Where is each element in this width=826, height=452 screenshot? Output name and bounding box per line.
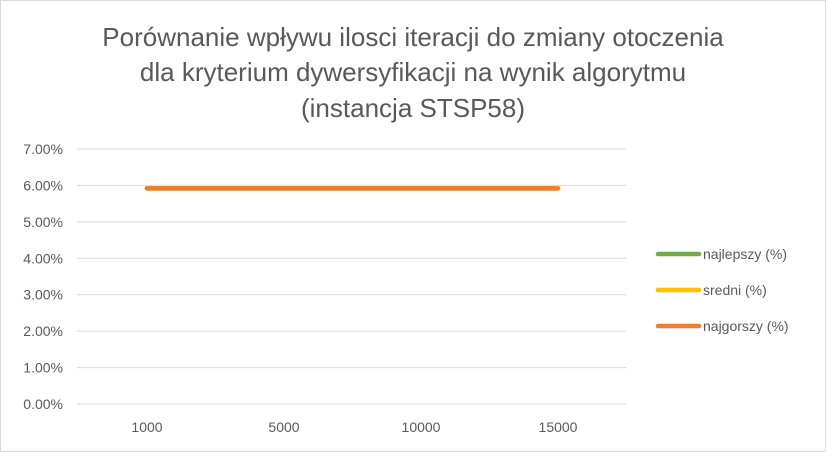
legend-label: najlepszy (%) <box>703 246 787 262</box>
legend-label: najgorszy (%) <box>703 318 789 334</box>
legend: najlepszy (%) sredni (%) najgorszy (%) <box>655 246 789 334</box>
chart-title: Porównanie wpływu ilosci iteracji do zmi… <box>102 22 724 123</box>
x-tick-label: 15000 <box>539 419 578 435</box>
y-tick-label: 3.00% <box>23 287 63 303</box>
gridlines <box>77 148 626 405</box>
y-tick-label: 0.00% <box>23 396 63 412</box>
y-axis-tick-labels: 0.00% 1.00% 2.00% 3.00% 4.00% 5.00% 6.00% 7.00% <box>23 141 63 412</box>
x-axis-tick-labels: 1000 5000 10000 15000 <box>131 419 577 435</box>
x-tick-label: 5000 <box>268 419 299 435</box>
x-tick-label: 1000 <box>131 419 162 435</box>
y-tick-label: 1.00% <box>23 360 63 376</box>
x-tick-label: 10000 <box>402 419 441 435</box>
chart-title-line-3: (instancja STSP58) <box>301 93 525 123</box>
y-tick-label: 5.00% <box>23 214 63 230</box>
y-tick-label: 2.00% <box>23 323 63 339</box>
y-tick-label: 6.00% <box>23 177 63 193</box>
y-tick-label: 7.00% <box>23 141 63 157</box>
chart-title-line-1: Porównanie wpływu ilosci iteracji do zmi… <box>102 22 724 52</box>
legend-label: sredni (%) <box>703 282 767 298</box>
chart-title-line-2: dla kryterium dywersyfikacji na wynik al… <box>140 57 686 87</box>
y-tick-label: 4.00% <box>23 250 63 266</box>
